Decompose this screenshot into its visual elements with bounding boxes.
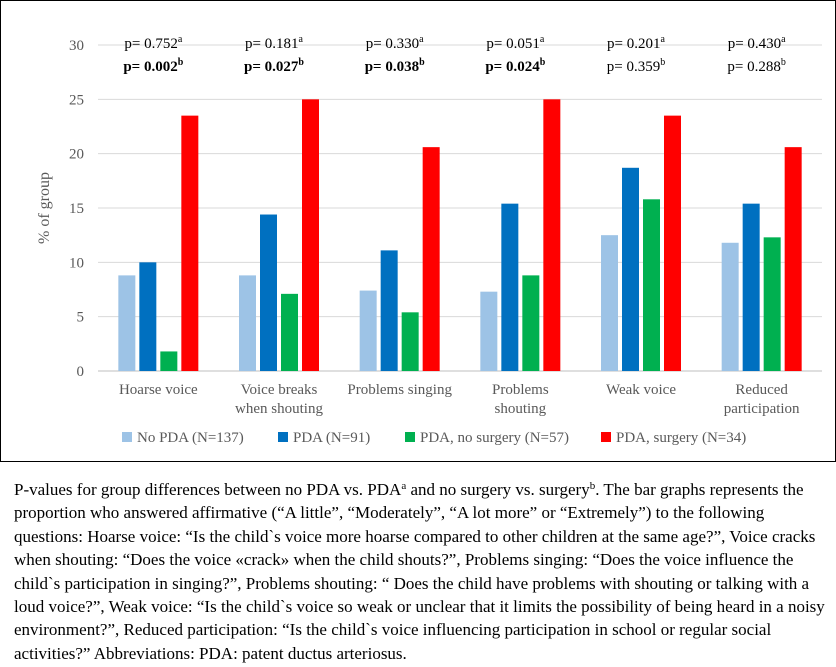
x-tick-label: shouting <box>494 401 546 417</box>
bar <box>763 237 781 371</box>
legend-label: No PDA (N=137) <box>137 430 244 446</box>
y-tick-label: 20 <box>69 147 84 163</box>
x-tick-label: Hoarse voice <box>119 382 198 398</box>
legend-label: PDA, surgery (N=34) <box>616 430 746 446</box>
bar <box>302 99 319 371</box>
y-axis-label: % of group <box>36 172 53 244</box>
legend-label: PDA, no surgery (N=57) <box>420 430 569 446</box>
bar <box>522 275 540 371</box>
y-tick-label: 15 <box>69 201 84 217</box>
p-value-b-label: p= 0.288b <box>727 57 785 75</box>
legend-swatch <box>601 432 611 442</box>
bar <box>622 167 639 371</box>
y-tick-label: 5 <box>77 310 85 326</box>
x-tick-label: Voice breaks <box>241 382 318 398</box>
bar <box>742 203 760 371</box>
bar <box>139 262 157 371</box>
caption-part3: . The bar graphs represents the proporti… <box>14 480 825 663</box>
x-tick-label: participation <box>724 401 800 417</box>
bar <box>501 203 519 371</box>
bar <box>281 293 298 371</box>
bar <box>543 99 561 371</box>
bar <box>784 147 802 371</box>
y-tick-label: 25 <box>69 92 84 108</box>
bar <box>643 199 660 371</box>
legend-swatch <box>122 432 132 442</box>
caption-paragraph: P-values for group differences between n… <box>14 478 832 665</box>
bar <box>601 235 618 371</box>
legend-swatch <box>405 432 415 442</box>
caption-sup-b: b <box>589 480 596 492</box>
bar <box>380 250 398 371</box>
bar <box>664 115 681 371</box>
bar <box>480 291 498 371</box>
y-tick-label: 30 <box>69 38 84 54</box>
p-value-a-label: p= 0.201a <box>607 34 665 52</box>
x-tick-label: Problems singing <box>347 382 452 398</box>
bar <box>401 312 419 371</box>
bar <box>118 275 136 371</box>
caption-part1: P-values for group differences between n… <box>14 480 402 499</box>
bar <box>260 214 277 371</box>
y-tick-label: 10 <box>69 255 84 271</box>
p-value-b-label: p= 0.038b <box>365 57 425 75</box>
x-tick-label: Weak voice <box>606 382 676 398</box>
bar <box>160 351 178 371</box>
bar <box>721 242 739 371</box>
p-value-b-label: p= 0.002b <box>123 57 183 75</box>
p-value-b-label: p= 0.024b <box>485 57 545 75</box>
p-value-b-label: p= 0.027b <box>244 57 304 75</box>
legend-swatch <box>278 432 288 442</box>
x-tick-label: Problems <box>492 382 549 398</box>
bar <box>239 275 256 371</box>
x-tick-label: when shouting <box>235 401 323 417</box>
p-value-a-label: p= 0.430a <box>728 34 786 52</box>
p-value-a-label: p= 0.752a <box>124 34 182 52</box>
figure-caption: P-values for group differences between n… <box>14 478 832 665</box>
p-value-a-label: p= 0.051a <box>486 34 544 52</box>
bar <box>359 290 377 371</box>
legend-label: PDA (N=91) <box>293 430 370 446</box>
bar-chart: 0 5 10 15 20 25 30 % of group Hoarse voice p= 0.7… <box>36 34 822 446</box>
p-value-a-label: p= 0.330a <box>366 34 424 52</box>
p-value-b-label: p= 0.359b <box>607 57 665 75</box>
caption-part2: and no surgery vs. surgery <box>406 480 590 499</box>
caption-sup-a: a <box>401 480 407 492</box>
p-value-a-label: p= 0.181a <box>245 34 303 52</box>
bar <box>422 147 440 371</box>
bar <box>181 115 199 371</box>
y-tick-label: 0 <box>77 364 85 380</box>
x-tick-label: Reduced <box>735 382 788 398</box>
